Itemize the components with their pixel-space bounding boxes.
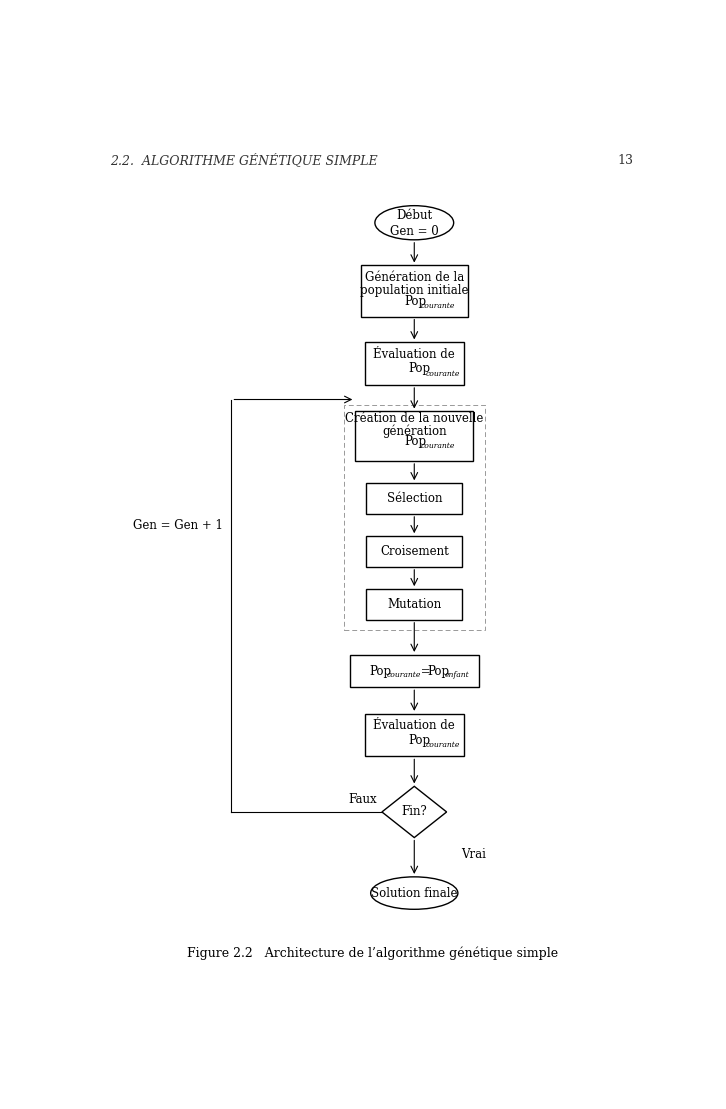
- Ellipse shape: [371, 877, 458, 909]
- Bar: [367, 484, 462, 513]
- Text: 2.2.  ALGORITHME GÉNÉTIQUE SIMPLE: 2.2. ALGORITHME GÉNÉTIQUE SIMPLE: [110, 153, 378, 167]
- Bar: [367, 536, 462, 567]
- Text: Fin?: Fin?: [401, 805, 427, 818]
- Text: Faux: Faux: [348, 793, 378, 805]
- Bar: [361, 265, 468, 317]
- Text: Gen = Gen + 1: Gen = Gen + 1: [133, 519, 223, 532]
- Bar: [344, 405, 485, 630]
- Bar: [355, 411, 473, 461]
- Text: courante: courante: [421, 302, 455, 311]
- Text: population initiale: population initiale: [360, 284, 468, 297]
- Text: Pop: Pop: [370, 664, 391, 678]
- Text: Mutation: Mutation: [387, 598, 441, 611]
- Text: courante: courante: [425, 369, 460, 377]
- Text: Début: Début: [396, 208, 433, 222]
- Text: Solution finale: Solution finale: [371, 886, 457, 899]
- Text: enfant: enfant: [444, 671, 470, 680]
- Text: génération: génération: [382, 425, 446, 438]
- Text: =: =: [417, 664, 434, 678]
- Bar: [365, 714, 463, 756]
- Text: Pop: Pop: [427, 664, 449, 678]
- Text: Figure 2.2   Architecture de l’algorithme génétique simple: Figure 2.2 Architecture de l’algorithme …: [187, 946, 558, 959]
- Bar: [367, 589, 462, 620]
- Text: Gen = 0: Gen = 0: [390, 225, 439, 237]
- Ellipse shape: [375, 205, 454, 240]
- Polygon shape: [382, 786, 446, 837]
- Text: Création de la nouvelle: Création de la nouvelle: [345, 411, 484, 425]
- Text: Croisement: Croisement: [380, 545, 449, 558]
- Text: Pop: Pop: [404, 295, 426, 307]
- Text: Évaluation de: Évaluation de: [373, 348, 455, 360]
- Text: courante: courante: [421, 442, 455, 450]
- Text: Vrai: Vrai: [461, 848, 486, 862]
- Text: 13: 13: [618, 154, 634, 167]
- Text: courante: courante: [425, 741, 460, 749]
- Bar: [350, 654, 479, 688]
- Text: Évaluation de: Évaluation de: [373, 720, 455, 732]
- Text: Génération de la: Génération de la: [364, 271, 464, 284]
- Text: Pop: Pop: [404, 435, 426, 448]
- Text: courante: courante: [387, 671, 421, 680]
- Text: Sélection: Sélection: [386, 492, 442, 505]
- Text: Pop: Pop: [409, 734, 431, 746]
- Text: Pop: Pop: [409, 363, 431, 375]
- Bar: [365, 343, 463, 385]
